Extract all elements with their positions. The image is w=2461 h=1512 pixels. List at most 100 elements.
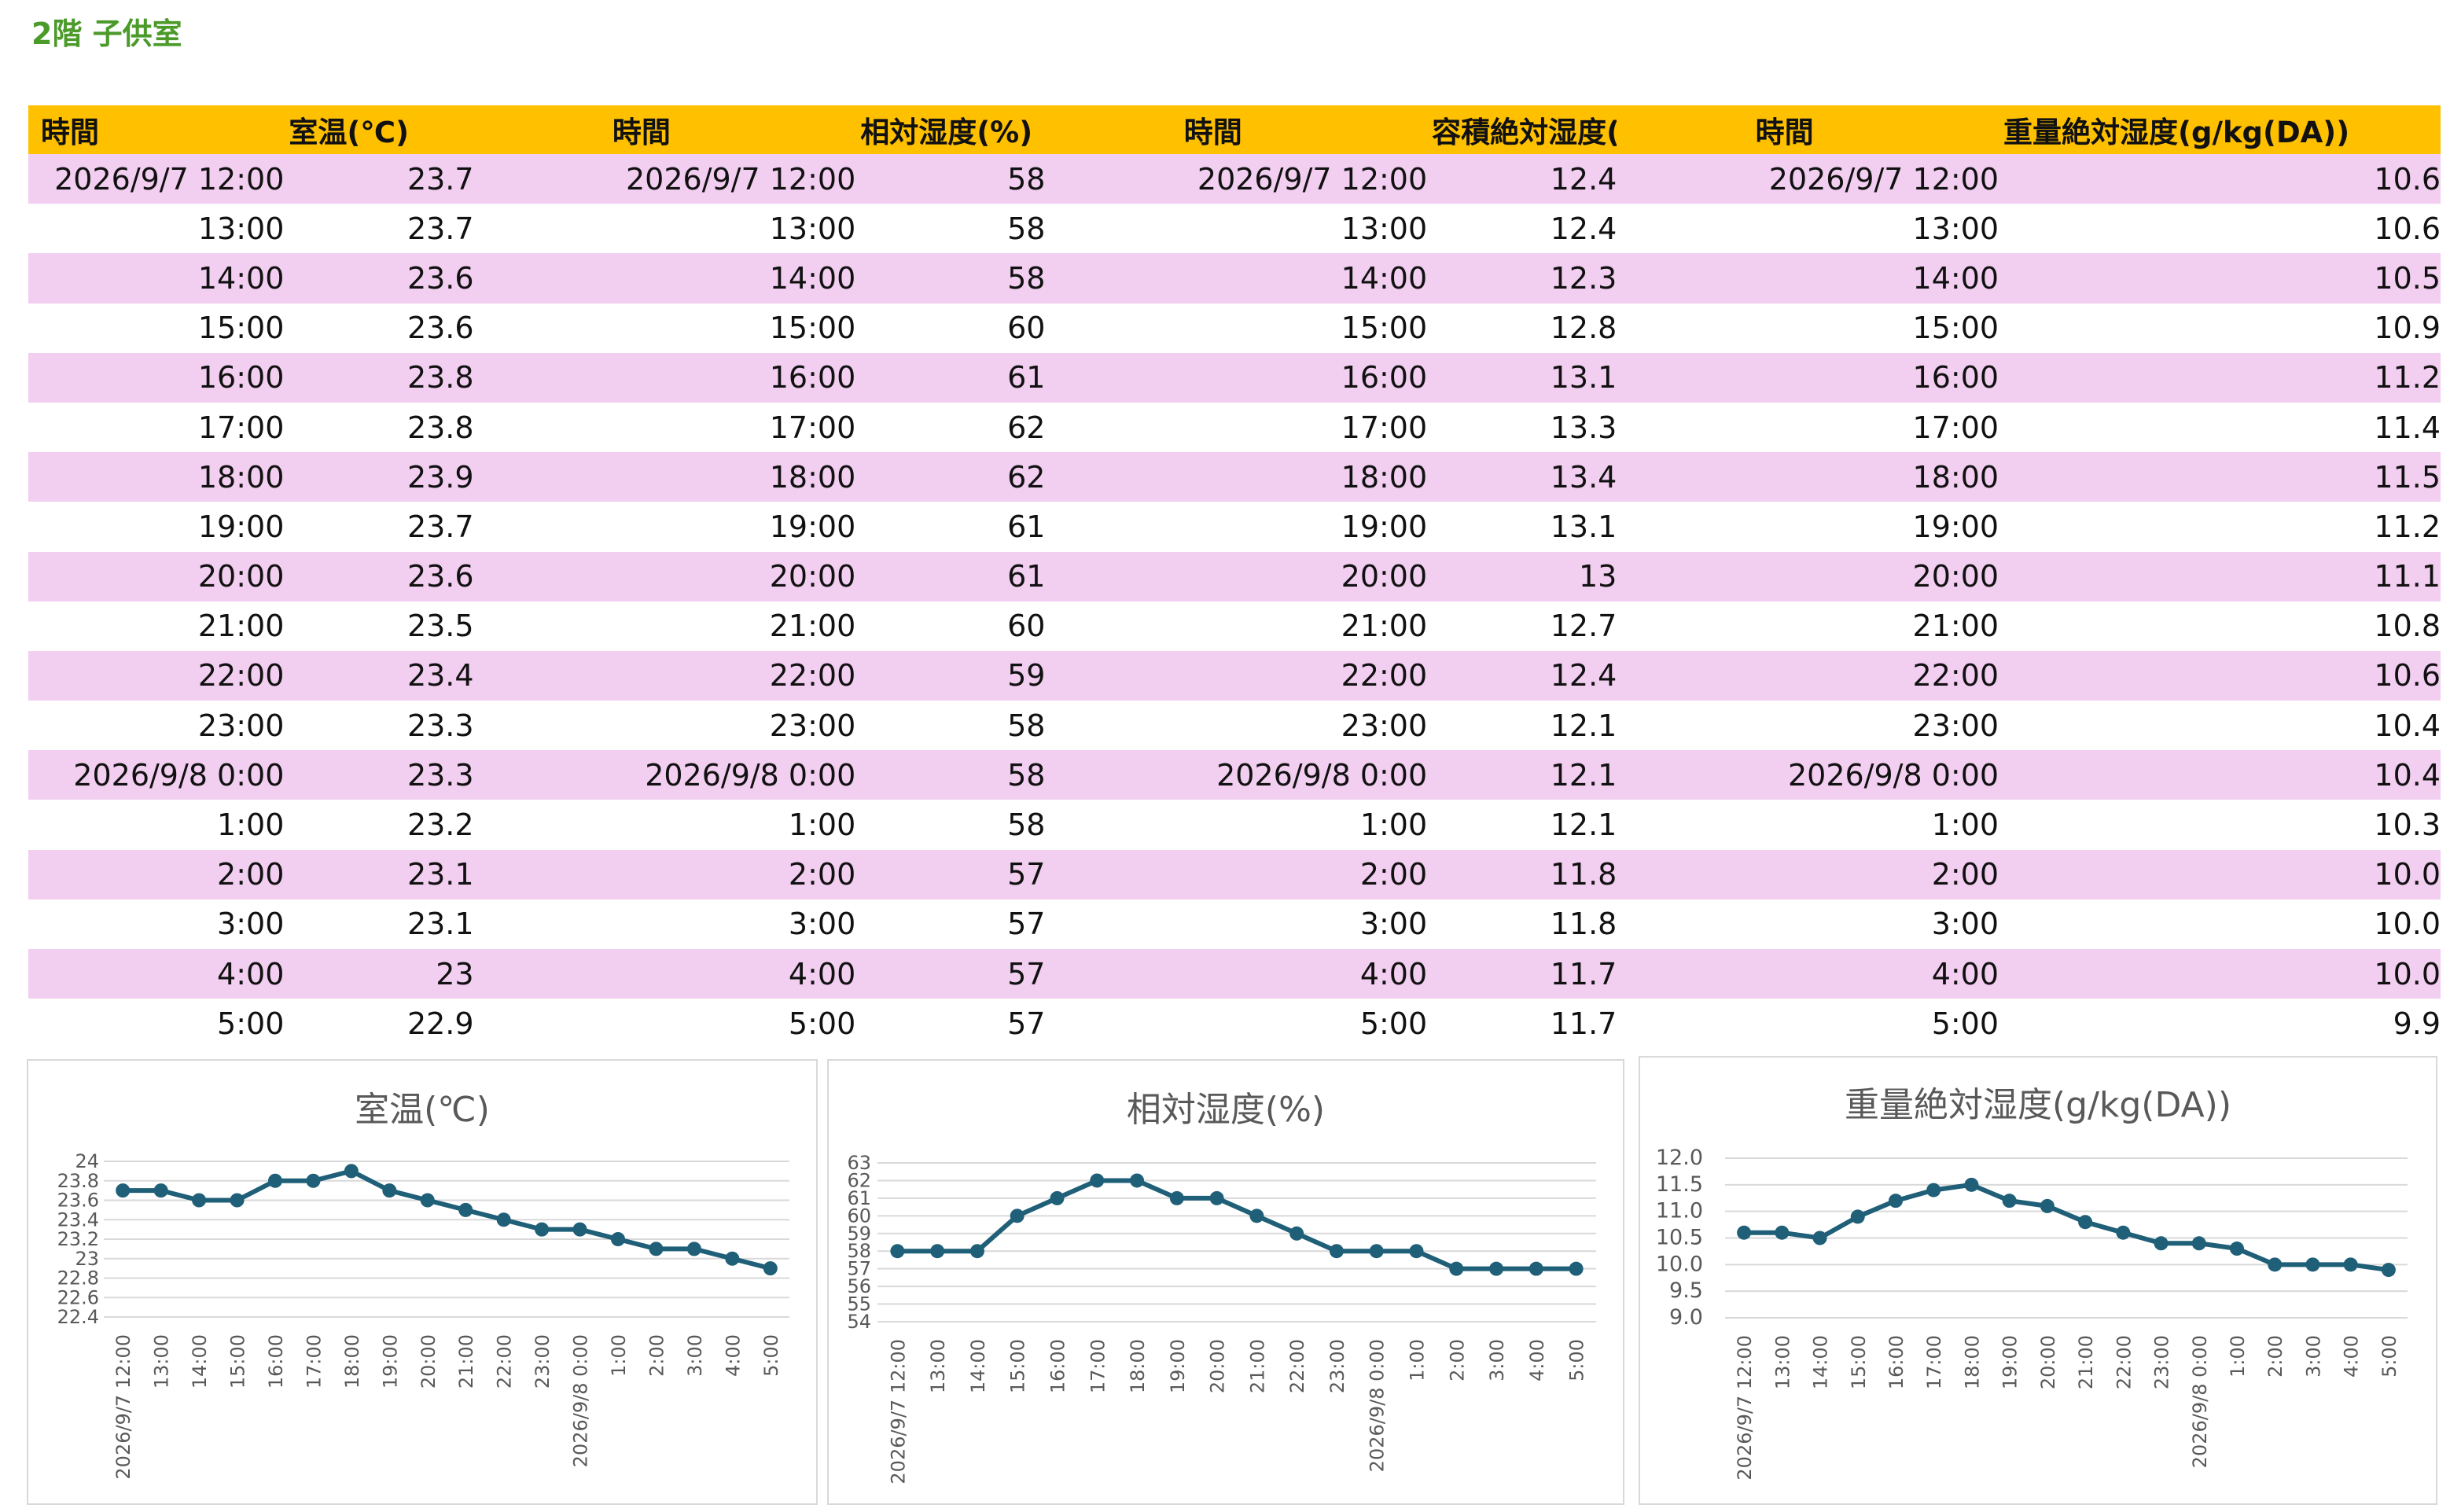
time-cell: 15:00	[197, 311, 285, 346]
x-tick-label: 3:00	[684, 1334, 706, 1377]
data-point	[420, 1193, 435, 1208]
time-cell: 1:00	[217, 808, 285, 843]
time-cell: 22:00	[599, 650, 861, 701]
x-tick-label: 22:00	[2113, 1335, 2135, 1389]
temperature-cell: 23.7	[406, 211, 474, 246]
x-tick-label: 5:00	[2378, 1335, 2400, 1378]
data-point	[1889, 1194, 1903, 1208]
mass-humidity-cell: 10.6	[2003, 154, 2441, 204]
time-cell: 2:00	[28, 849, 289, 899]
data-point	[890, 1244, 905, 1259]
spacer-cell	[1045, 999, 1171, 1048]
spacer-cell	[473, 551, 600, 601]
data-point	[2343, 1257, 2358, 1272]
time-cell: 2026/9/7 12:00	[1171, 154, 1433, 204]
volumetric-humidity-cell: 13.4	[1432, 452, 1617, 502]
time-cell: 2026/9/8 0:00	[1742, 750, 2004, 800]
mass-humidity-cell: 10.6	[2003, 650, 2441, 701]
time-cell: 1:00	[788, 808, 856, 843]
spacer-cell	[473, 750, 600, 800]
relative-humidity-cell: 58	[860, 253, 1046, 304]
table-row: 3:00 23.1 3:00 57 3:00 11.8 3:00 10.0	[28, 899, 2441, 949]
x-tick-label: 19:00	[1999, 1335, 2021, 1389]
spacer-cell	[1045, 601, 1171, 651]
volumetric-humidity-cell: 12.1	[1432, 750, 1617, 800]
time-cell: 13:00	[769, 211, 856, 246]
y-tick-label: 23.4	[57, 1208, 99, 1231]
y-tick-label: 59	[847, 1223, 871, 1245]
spacer-cell	[1045, 253, 1172, 304]
table-row: 19:00 23.7 19:00 61 19:00 13.1 19:00 11.2	[28, 502, 2441, 551]
spacer-cell	[1045, 352, 1172, 403]
header-time-4: 時間	[1742, 105, 2004, 154]
series-line	[897, 1178, 1576, 1271]
spacer-cell	[473, 650, 600, 701]
table-row: 17:00 23.8 17:00 62 17:00 13.3 17:00 11.4	[28, 403, 2441, 452]
y-tick-label: 11.5	[1656, 1172, 1703, 1197]
spacer-cell	[1045, 154, 1172, 204]
chart-panel-relative-humidity: 相対湿度(%) 54 55 56 57 58 59 60 61 62 63 2026/9/7 12:…	[827, 1059, 1624, 1505]
temperature-cell: 23	[289, 949, 474, 999]
x-tick-label: 21:00	[2075, 1335, 2097, 1389]
data-point	[611, 1232, 625, 1246]
x-tick-label: 21:00	[455, 1334, 477, 1389]
spacer-cell	[1617, 352, 1743, 403]
data-point	[1409, 1244, 1424, 1259]
table-header-row: 時間 室温(℃) 時間 相対湿度(%) 時間 容積絶対湿度(g/m3) 時間 重…	[28, 105, 2441, 154]
x-tick-label: 20:00	[418, 1334, 440, 1389]
spacer-cell	[1617, 800, 1742, 849]
volumetric-humidity-cell: 11.7	[1550, 1006, 1617, 1041]
spacer-cell	[473, 253, 600, 304]
volumetric-humidity-cell: 12.4	[1550, 211, 1617, 246]
spacer-cell	[474, 304, 600, 353]
temperature-cell: 23.7	[406, 509, 474, 544]
time-cell: 14:00	[1742, 253, 2004, 304]
data-point	[1289, 1226, 1304, 1241]
x-tick-label: 22:00	[494, 1334, 516, 1389]
data-point	[649, 1242, 664, 1256]
table-row: 20:00 23.6 20:00 61 20:00 13 20:00 11.1	[28, 551, 2441, 601]
time-cell: 13:00	[1341, 211, 1428, 246]
time-cell: 2026/9/8 0:00	[1171, 750, 1433, 800]
temperature-cell: 23.5	[406, 609, 474, 644]
mass-humidity-cell: 11.2	[2374, 509, 2441, 544]
spacer-cell	[1617, 551, 1743, 601]
time-cell: 3:00	[788, 907, 856, 942]
data-point	[2268, 1257, 2283, 1272]
time-cell: 2026/9/7 12:00	[599, 154, 861, 204]
volumetric-humidity-cell: 13	[1432, 551, 1617, 601]
y-tick-label: 24	[75, 1150, 99, 1172]
relative-humidity-cell: 62	[860, 452, 1046, 502]
temperature-cell: 23.6	[406, 311, 474, 346]
time-cell: 13:00	[1912, 211, 1999, 246]
table-row: 22:00 23.4 22:00 59 22:00 12.4 22:00 10.6	[28, 650, 2441, 701]
x-tick-label: 20:00	[1207, 1339, 1229, 1393]
x-tick-label: 3:00	[2302, 1335, 2324, 1378]
y-tick-label: 60	[847, 1205, 871, 1227]
spacer-cell	[1045, 403, 1171, 452]
spacer-cell	[1617, 650, 1743, 701]
x-tick-label: 2026/9/8 0:00	[2189, 1335, 2211, 1468]
temperature-cell: 23.8	[406, 410, 474, 445]
time-cell: 4:00	[1171, 949, 1433, 999]
time-cell: 23:00	[769, 708, 856, 743]
spacer-cell	[1617, 999, 1742, 1048]
spacer-cell	[1045, 204, 1171, 253]
data-point	[969, 1244, 984, 1259]
volumetric-humidity-cell: 12.7	[1550, 609, 1617, 644]
header-relative-humidity: 相対湿度(%)	[860, 105, 1046, 154]
time-cell: 23:00	[197, 708, 285, 743]
x-tick-label: 3:00	[1486, 1339, 1508, 1381]
y-tick-label: 23.6	[57, 1190, 99, 1212]
chart-title: 室温(℃)	[355, 1090, 490, 1130]
data-point	[1926, 1183, 1941, 1197]
x-tick-label: 15:00	[1007, 1339, 1029, 1393]
time-cell: 4:00	[599, 949, 861, 999]
time-cell: 2:00	[599, 849, 861, 899]
x-tick-label: 16:00	[1047, 1339, 1069, 1393]
x-tick-label: 17:00	[1923, 1335, 1945, 1389]
data-point	[344, 1164, 359, 1179]
temperature-cell: 23.7	[289, 154, 474, 204]
time-cell: 23:00	[1912, 708, 1999, 743]
